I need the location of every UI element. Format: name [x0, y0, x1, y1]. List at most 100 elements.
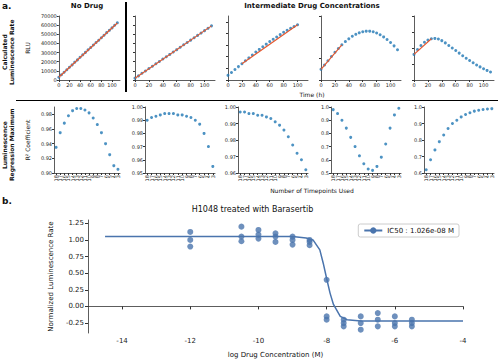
html-text:Calculated Luminescence Rate: Calculated Luminescence Rate	[1, 19, 15, 85]
svg-text:0.96: 0.96	[41, 126, 52, 132]
svg-text:1.25: 1.25	[68, 219, 84, 227]
svg-text:0.8: 0.8	[414, 137, 422, 143]
svg-text:40: 40	[439, 82, 445, 88]
svg-text:17: 17	[57, 175, 64, 182]
html-text:b.: b.	[2, 196, 12, 206]
svg-text:40: 40	[346, 82, 352, 88]
svg-text:0: 0	[412, 82, 415, 88]
svg-text:0.25: 0.25	[68, 286, 84, 294]
svg-text:0.99: 0.99	[225, 121, 236, 127]
svg-text:0.6: 0.6	[414, 170, 422, 176]
svg-text:50000: 50000	[41, 31, 57, 37]
svg-text:Normalized Luminescence Rate: Normalized Luminescence Rate	[47, 221, 55, 331]
svg-text:60000: 60000	[41, 22, 57, 28]
svg-text:RLU: RLU	[24, 42, 31, 54]
svg-text:IC50 : 1.026e-08 M: IC50 : 1.026e-08 M	[387, 227, 454, 235]
svg-text:100: 100	[386, 82, 396, 88]
svg-text:20: 20	[66, 82, 72, 88]
svg-text:0.9: 0.9	[321, 117, 329, 123]
svg-text:60: 60	[267, 82, 273, 88]
html-text:a.: a.	[2, 1, 12, 11]
svg-text:0.92: 0.92	[41, 155, 52, 161]
svg-text:80: 80	[466, 82, 472, 88]
svg-text:0.7: 0.7	[321, 144, 329, 150]
svg-text:0.94: 0.94	[41, 141, 52, 147]
svg-text:0.99: 0.99	[132, 117, 143, 123]
svg-text:0.75: 0.75	[68, 253, 84, 261]
svg-text:18: 18	[53, 175, 60, 182]
svg-text:0.8: 0.8	[321, 130, 329, 136]
svg-text:60: 60	[88, 82, 94, 88]
svg-text:20: 20	[425, 82, 431, 88]
svg-text:-14: -14	[116, 337, 128, 345]
svg-text:100: 100	[200, 82, 210, 88]
svg-text:60: 60	[174, 82, 180, 88]
svg-text:15: 15	[65, 175, 72, 182]
svg-text:log Drug Concentration (M): log Drug Concentration (M)	[228, 351, 324, 359]
svg-text:0.90: 0.90	[41, 170, 52, 176]
svg-text:0.50: 0.50	[68, 269, 84, 277]
svg-text:0.9: 0.9	[414, 121, 422, 127]
svg-text:H1048 treated with Barasertib: H1048 treated with Barasertib	[192, 205, 314, 214]
html-text:No Drug: No Drug	[70, 2, 104, 10]
svg-text:0.6: 0.6	[321, 157, 329, 163]
svg-text:20: 20	[239, 82, 245, 88]
svg-text:0.7: 0.7	[414, 154, 422, 160]
svg-text:3: 3	[210, 175, 216, 178]
svg-text:0: 0	[133, 82, 136, 88]
svg-text:3: 3	[115, 175, 121, 178]
svg-text:0.5: 0.5	[321, 170, 329, 176]
svg-text:60: 60	[453, 82, 459, 88]
svg-text:-0.25: -0.25	[66, 319, 84, 327]
svg-text:0.97: 0.97	[225, 154, 236, 160]
svg-text:60: 60	[360, 82, 366, 88]
svg-text:40: 40	[160, 82, 166, 88]
svg-text:1.00: 1.00	[68, 236, 84, 244]
svg-text:-6: -6	[391, 337, 399, 345]
svg-text:-12: -12	[185, 337, 196, 345]
svg-text:1.0: 1.0	[414, 104, 422, 110]
svg-text:10000: 10000	[41, 68, 57, 74]
svg-text:40000: 40000	[41, 40, 57, 46]
svg-text:0.98: 0.98	[41, 111, 52, 117]
svg-text:0.96: 0.96	[132, 157, 143, 163]
svg-text:0.97: 0.97	[132, 144, 143, 150]
svg-text:40: 40	[77, 82, 83, 88]
svg-text:0.98: 0.98	[132, 130, 143, 136]
html-text:Luminescence Regression Maximu: Luminescence Regression Maximum	[1, 108, 15, 182]
svg-text:0.00: 0.00	[68, 302, 84, 310]
svg-text:70000: 70000	[41, 13, 57, 19]
svg-text:40: 40	[253, 82, 259, 88]
svg-text:0: 0	[319, 82, 322, 88]
svg-text:1.00: 1.00	[132, 104, 143, 110]
svg-text:30000: 30000	[41, 50, 57, 56]
svg-text:100: 100	[479, 82, 489, 88]
svg-text:80: 80	[187, 82, 193, 88]
svg-text:100: 100	[107, 82, 117, 88]
svg-text:0: 0	[226, 82, 229, 88]
svg-text:-8: -8	[323, 337, 330, 345]
html-text:Time (h): Time (h)	[299, 91, 325, 98]
svg-text:3: 3	[303, 175, 309, 178]
svg-text:0.95: 0.95	[132, 170, 143, 176]
svg-text:0.96: 0.96	[225, 170, 236, 176]
html-text:Number of Timepoints Used: Number of Timepoints Used	[270, 187, 354, 194]
svg-text:-4: -4	[460, 337, 468, 345]
svg-text:80: 80	[373, 82, 379, 88]
svg-text:-10: -10	[253, 337, 264, 345]
svg-text:80: 80	[98, 82, 104, 88]
svg-text:0: 0	[57, 82, 60, 88]
svg-text:1.0: 1.0	[321, 104, 329, 110]
svg-text:20000: 20000	[41, 59, 57, 65]
html-text:Intermediate Drug Concentratio: Intermediate Drug Concentrations	[244, 2, 380, 10]
svg-text:0.98: 0.98	[225, 137, 236, 143]
svg-text:1.00: 1.00	[225, 104, 236, 110]
svg-text:20: 20	[146, 82, 152, 88]
svg-text:16: 16	[61, 175, 68, 182]
svg-text:100: 100	[293, 82, 303, 88]
svg-text:20: 20	[332, 82, 338, 88]
svg-text:3: 3	[396, 175, 402, 178]
svg-text:80: 80	[280, 82, 286, 88]
svg-text:R² Coefficient: R² Coefficient	[24, 119, 31, 160]
svg-text:3: 3	[489, 175, 495, 178]
